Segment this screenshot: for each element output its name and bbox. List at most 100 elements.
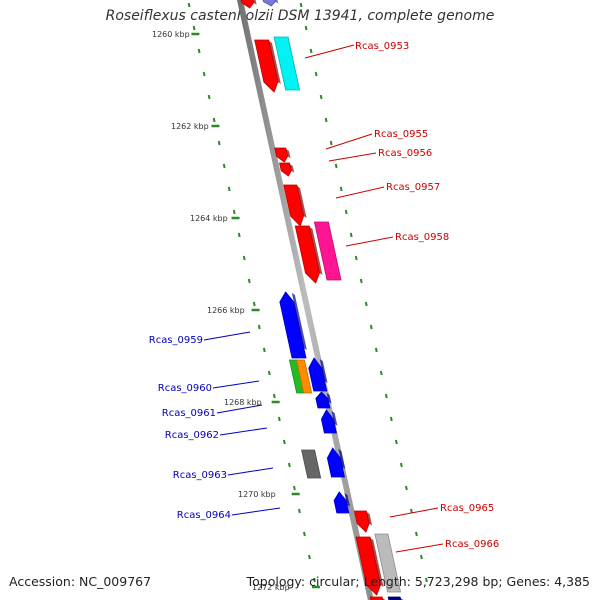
- track-dash: [287, 462, 291, 468]
- gene-arrow-feature-red: [355, 536, 384, 596]
- gene-label[interactable]: Rcas_0961: [162, 408, 216, 419]
- track-dash: [304, 25, 308, 31]
- track-dash: [369, 324, 373, 330]
- track-dash: [212, 117, 216, 123]
- track-dash: [227, 186, 231, 192]
- track-dash: [409, 508, 413, 514]
- gene-arrow-feature-blue: [279, 291, 307, 359]
- track-dash: [314, 71, 318, 77]
- gene-label[interactable]: Rcas_0965: [440, 503, 494, 514]
- gene-label[interactable]: Rcas_0962: [165, 430, 219, 441]
- track-dash: [232, 209, 236, 215]
- gene-label[interactable]: Rcas_0963: [173, 470, 227, 481]
- track-dash: [425, 577, 428, 583]
- track-dash: [339, 186, 343, 192]
- gene-label[interactable]: Rcas_0957: [386, 182, 440, 193]
- gene-box-feature-gray: [301, 449, 322, 479]
- kbp-tick-label: 1270 kbp: [238, 490, 276, 499]
- gene-label[interactable]: Rcas_0959: [149, 335, 203, 346]
- gene-leader-line: [325, 133, 373, 150]
- gene-arrow-feature-red: [254, 39, 281, 93]
- track-dash: [282, 439, 286, 445]
- track-dash: [257, 324, 261, 330]
- gene-label[interactable]: Rcas_0958: [395, 232, 449, 243]
- track-dash: [359, 278, 363, 284]
- gene-leader-line: [203, 331, 251, 341]
- track-dash: [192, 25, 196, 31]
- gene-arrow-feature-blue: [308, 357, 328, 392]
- track-dash: [329, 140, 333, 146]
- gene-leader-line: [395, 543, 444, 553]
- track-dash: [399, 462, 403, 468]
- track-dash: [267, 370, 271, 376]
- genome-backbone: [237, 0, 374, 600]
- kbp-tick-label: 1260 kbp: [152, 30, 190, 39]
- track-dash: [364, 301, 368, 307]
- track-dash: [414, 531, 418, 537]
- track-dash: [242, 255, 246, 261]
- track-dash: [379, 370, 383, 376]
- track-dash: [297, 508, 301, 514]
- gene-label[interactable]: Rcas_0966: [445, 539, 499, 550]
- gene-label[interactable]: Rcas_0960: [158, 383, 212, 394]
- kbp-tick-label: 1268 kbp: [224, 398, 262, 407]
- gene-arrow-feature-red: [283, 184, 307, 227]
- genome-summary-text: Topology: circular; Length: 5,723,298 bp…: [246, 574, 590, 589]
- accession-text: Accession: NC_009767: [9, 574, 152, 589]
- kbp-tick-label: 1264 kbp: [190, 214, 228, 223]
- gene-arrow-feature-red: [274, 147, 291, 163]
- gene-label[interactable]: Rcas_0956: [378, 148, 432, 159]
- gene-arrow-feature-purple: [262, 0, 279, 7]
- gene-leader-line: [216, 404, 263, 414]
- track-dash: [299, 2, 303, 8]
- track-dash: [252, 301, 256, 307]
- track-dash: [247, 278, 251, 284]
- gene-arrow-feature-red: [353, 510, 373, 533]
- gene-leader-line: [231, 507, 281, 516]
- gene-arrow-feature-blue: [320, 409, 338, 434]
- track-dash: [302, 531, 306, 537]
- kbp-tick-label: 1266 kbp: [207, 306, 245, 315]
- gene-arrow-feature-blue: [315, 391, 332, 409]
- gene-box-feature-orange: [295, 359, 313, 394]
- track-dash: [207, 94, 211, 100]
- track-dash: [374, 347, 378, 353]
- gene-leader-line: [345, 236, 394, 247]
- map-title: Roseiflexus castenholzii DSM 13941, comp…: [105, 8, 495, 24]
- track-dash: [349, 232, 353, 238]
- track-dash: [334, 163, 338, 169]
- gene-leader-line: [227, 467, 274, 476]
- track-dash: [277, 416, 281, 422]
- track-dash: [292, 485, 296, 491]
- track-dash: [389, 416, 393, 422]
- track-dash: [324, 117, 328, 123]
- gene-label[interactable]: Rcas_0955: [374, 129, 428, 140]
- gene-leader-line: [304, 44, 355, 59]
- gene-label[interactable]: Rcas_0964: [177, 510, 231, 521]
- gene-box-feature-pink: [313, 221, 342, 281]
- track-dash: [420, 554, 423, 560]
- track-dash: [354, 255, 358, 261]
- track-dash: [272, 393, 276, 399]
- track-dash: [237, 232, 241, 238]
- gene-leader-line: [335, 186, 385, 199]
- gene-arrow-feature-red: [279, 162, 295, 177]
- track-dash: [394, 439, 398, 445]
- track-dash: [384, 393, 388, 399]
- gene-leader-line: [389, 507, 439, 518]
- kbp-tick-label: 1272 kbp: [252, 583, 290, 592]
- gene-arrow-feature-red: [294, 225, 323, 284]
- gene-label[interactable]: Rcas_0953: [355, 41, 409, 52]
- gene-arrow-feature-red: [240, 0, 257, 9]
- gene-box-feature-lightgray: [374, 533, 402, 593]
- track-dash: [309, 48, 313, 54]
- track-dash: [404, 485, 408, 491]
- track-dash: [187, 2, 191, 8]
- gene-leader-line: [328, 152, 377, 162]
- kbp-tick-label: 1262 kbp: [171, 122, 209, 131]
- gene-leader-line: [212, 380, 260, 389]
- track-dash: [197, 48, 201, 54]
- track-dash: [344, 209, 348, 215]
- track-dash: [262, 347, 266, 353]
